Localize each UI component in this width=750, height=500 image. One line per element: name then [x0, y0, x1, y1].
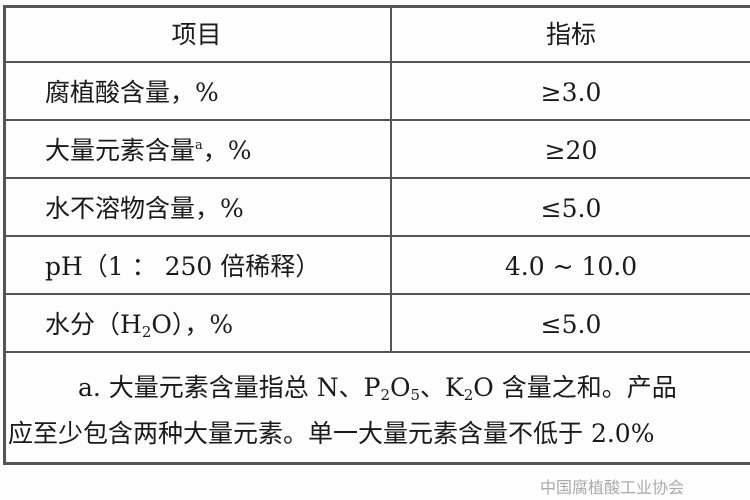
row-divider [3, 177, 750, 179]
row-value: ≥3.0 [540, 78, 602, 107]
row-value: ≤5.0 [540, 194, 602, 223]
item-unit: ，% [202, 136, 252, 165]
row-item: 大量元素含量a，% [45, 122, 252, 179]
row-value: ≤5.0 [540, 310, 602, 339]
subscript: 2 [380, 386, 390, 404]
note-text: O [390, 373, 411, 402]
row-divider [3, 235, 750, 237]
header-item: 项目 [171, 20, 222, 49]
watermark: 中国腐植酸工业协会 [540, 478, 685, 497]
footnote-line-1: a. 大量元素含量指总 N、P2O5、K2O 含量之和。产品 [78, 368, 677, 404]
subscript: 2 [141, 323, 152, 341]
row-divider [3, 293, 750, 295]
row-value: ≥20 [544, 136, 598, 165]
row-item: 水分（H2O），% [45, 296, 233, 353]
column-divider [390, 5, 392, 353]
row-item: 腐植酸含量，% [45, 78, 219, 107]
footnote-marker: a [195, 138, 203, 153]
row-value: 4.0 ~ 10.0 [504, 252, 638, 281]
item-text: 水分（H [45, 310, 142, 339]
row-item: 水不溶物含量，% [45, 194, 244, 223]
note-text: a. 大量元素含量指总 N、P [78, 373, 381, 402]
row-divider [3, 61, 750, 63]
row-item: pH（1 ： 250 倍稀释） [45, 252, 321, 281]
item-unit: O），% [151, 310, 234, 339]
row-divider [3, 351, 750, 353]
item-text: 大量元素含量 [45, 136, 196, 165]
note-text: O 含量之和。产品 [473, 373, 677, 402]
subscript: 2 [463, 386, 474, 404]
footnote-line-2: 应至少包含两种大量元素。单一大量元素含量不低于 2.0% [8, 419, 655, 448]
row-divider [3, 119, 750, 121]
subscript: 5 [410, 386, 421, 404]
note-text: 、K [420, 373, 464, 402]
header-value: 指标 [545, 20, 596, 49]
